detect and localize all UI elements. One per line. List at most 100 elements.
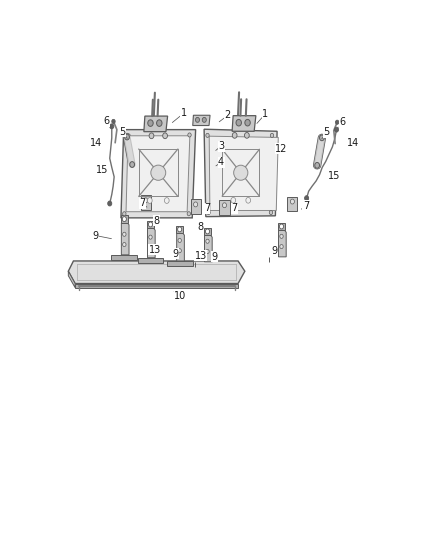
- Circle shape: [280, 235, 283, 238]
- Circle shape: [290, 199, 294, 204]
- Polygon shape: [278, 223, 285, 230]
- Text: 1: 1: [181, 108, 187, 118]
- Polygon shape: [191, 199, 201, 214]
- Circle shape: [206, 239, 209, 243]
- Ellipse shape: [151, 165, 166, 180]
- Circle shape: [223, 203, 226, 208]
- Circle shape: [188, 133, 191, 137]
- Text: 15: 15: [96, 165, 109, 175]
- Polygon shape: [121, 223, 129, 255]
- Circle shape: [162, 133, 167, 139]
- Circle shape: [336, 120, 339, 124]
- Text: 9: 9: [173, 249, 179, 259]
- Circle shape: [304, 196, 309, 200]
- Circle shape: [195, 117, 200, 123]
- Circle shape: [194, 202, 198, 207]
- Circle shape: [125, 134, 130, 140]
- Circle shape: [148, 198, 152, 204]
- Circle shape: [205, 229, 209, 234]
- Text: 9: 9: [211, 252, 217, 262]
- Circle shape: [178, 227, 182, 232]
- Polygon shape: [204, 129, 277, 216]
- Circle shape: [148, 120, 153, 126]
- Text: 12: 12: [276, 144, 288, 154]
- Text: 7: 7: [139, 198, 145, 208]
- Circle shape: [236, 119, 241, 126]
- Text: 9: 9: [92, 230, 99, 240]
- Circle shape: [206, 249, 209, 254]
- Circle shape: [178, 238, 181, 243]
- Circle shape: [202, 117, 206, 123]
- Polygon shape: [111, 255, 137, 260]
- Text: 8: 8: [154, 216, 159, 226]
- Text: 2: 2: [225, 110, 231, 120]
- Text: 1: 1: [262, 109, 268, 119]
- Polygon shape: [120, 215, 128, 223]
- Text: 15: 15: [328, 171, 340, 181]
- Circle shape: [148, 222, 152, 227]
- Circle shape: [187, 212, 191, 216]
- Circle shape: [231, 197, 236, 203]
- Circle shape: [149, 235, 152, 239]
- Polygon shape: [75, 284, 238, 288]
- Text: 6: 6: [104, 116, 110, 126]
- Polygon shape: [126, 136, 190, 212]
- Circle shape: [123, 243, 126, 247]
- Text: 8: 8: [197, 222, 203, 232]
- Polygon shape: [232, 116, 256, 131]
- Polygon shape: [193, 115, 210, 126]
- Circle shape: [156, 120, 162, 126]
- Circle shape: [270, 133, 274, 138]
- Circle shape: [335, 127, 339, 132]
- Polygon shape: [141, 195, 151, 209]
- Text: 3: 3: [218, 141, 224, 151]
- Polygon shape: [144, 116, 168, 132]
- Polygon shape: [167, 261, 193, 266]
- Circle shape: [269, 211, 273, 215]
- Circle shape: [123, 232, 126, 236]
- Polygon shape: [68, 271, 75, 288]
- Text: 13: 13: [149, 245, 161, 255]
- Circle shape: [110, 124, 114, 129]
- Text: 7: 7: [303, 200, 309, 211]
- Polygon shape: [148, 228, 155, 257]
- Polygon shape: [209, 136, 278, 211]
- Circle shape: [108, 201, 112, 206]
- Circle shape: [245, 119, 250, 126]
- Text: 10: 10: [174, 291, 187, 301]
- Text: 6: 6: [339, 117, 346, 127]
- Circle shape: [122, 216, 127, 222]
- Polygon shape: [138, 257, 163, 263]
- Text: 4: 4: [218, 157, 224, 167]
- Text: 13: 13: [194, 251, 207, 261]
- Circle shape: [232, 133, 237, 138]
- Polygon shape: [219, 200, 230, 215]
- Polygon shape: [121, 130, 196, 218]
- Polygon shape: [204, 228, 211, 235]
- Circle shape: [112, 119, 115, 124]
- Circle shape: [315, 163, 320, 168]
- Circle shape: [320, 135, 324, 141]
- Text: 5: 5: [120, 127, 126, 136]
- Circle shape: [206, 133, 209, 138]
- Polygon shape: [176, 225, 184, 233]
- Polygon shape: [205, 235, 212, 262]
- Text: 9: 9: [272, 246, 278, 256]
- Circle shape: [164, 198, 169, 204]
- Circle shape: [149, 133, 154, 139]
- Circle shape: [244, 133, 249, 138]
- Text: 14: 14: [346, 138, 359, 148]
- Circle shape: [123, 133, 126, 137]
- Circle shape: [123, 212, 126, 216]
- Circle shape: [279, 224, 283, 229]
- Polygon shape: [287, 197, 297, 211]
- Circle shape: [178, 248, 181, 253]
- Ellipse shape: [234, 165, 248, 180]
- Text: 7: 7: [232, 204, 238, 213]
- Polygon shape: [177, 233, 184, 261]
- Circle shape: [246, 197, 251, 203]
- Text: 5: 5: [323, 127, 329, 138]
- Text: 7: 7: [204, 204, 210, 213]
- Text: 14: 14: [90, 138, 102, 148]
- Polygon shape: [68, 261, 245, 284]
